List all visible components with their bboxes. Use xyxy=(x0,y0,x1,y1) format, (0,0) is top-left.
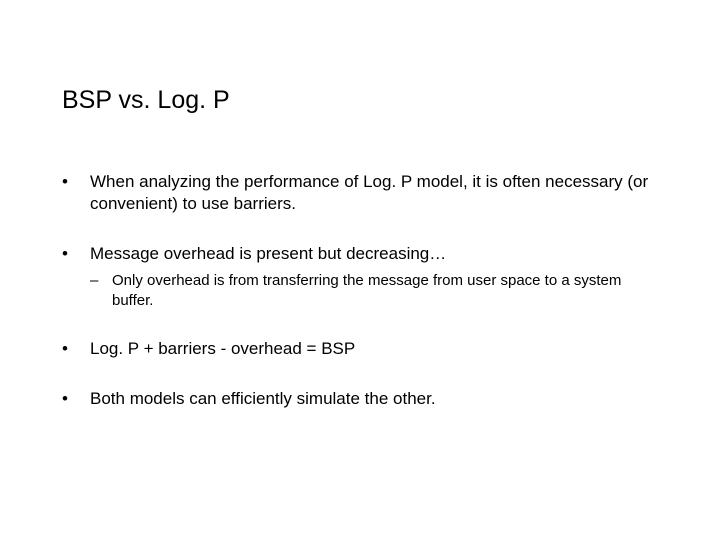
bullet-item: • When analyzing the performance of Log.… xyxy=(62,171,658,215)
bullet-marker: • xyxy=(62,388,90,410)
slide-title: BSP vs. Log. P xyxy=(62,86,658,115)
bullet-text: Log. P + barriers - overhead = BSP xyxy=(90,338,658,360)
bullet-item: • Log. P + barriers - overhead = BSP xyxy=(62,338,658,360)
sub-bullet-text: Only overhead is from transferring the m… xyxy=(112,271,658,310)
bullet-marker: • xyxy=(62,338,90,360)
sub-bullet-marker: – xyxy=(90,271,112,310)
sub-bullet-item: – Only overhead is from transferring the… xyxy=(90,271,658,310)
bullet-marker: • xyxy=(62,243,90,265)
bullet-text: Message overhead is present but decreasi… xyxy=(90,243,658,265)
bullet-text: When analyzing the performance of Log. P… xyxy=(90,171,658,215)
bullet-item: • Both models can efficiently simulate t… xyxy=(62,388,658,410)
bullet-item: • Message overhead is present but decrea… xyxy=(62,243,658,265)
bullet-text: Both models can efficiently simulate the… xyxy=(90,388,658,410)
bullet-marker: • xyxy=(62,171,90,215)
bullet-list: • When analyzing the performance of Log.… xyxy=(62,171,658,410)
